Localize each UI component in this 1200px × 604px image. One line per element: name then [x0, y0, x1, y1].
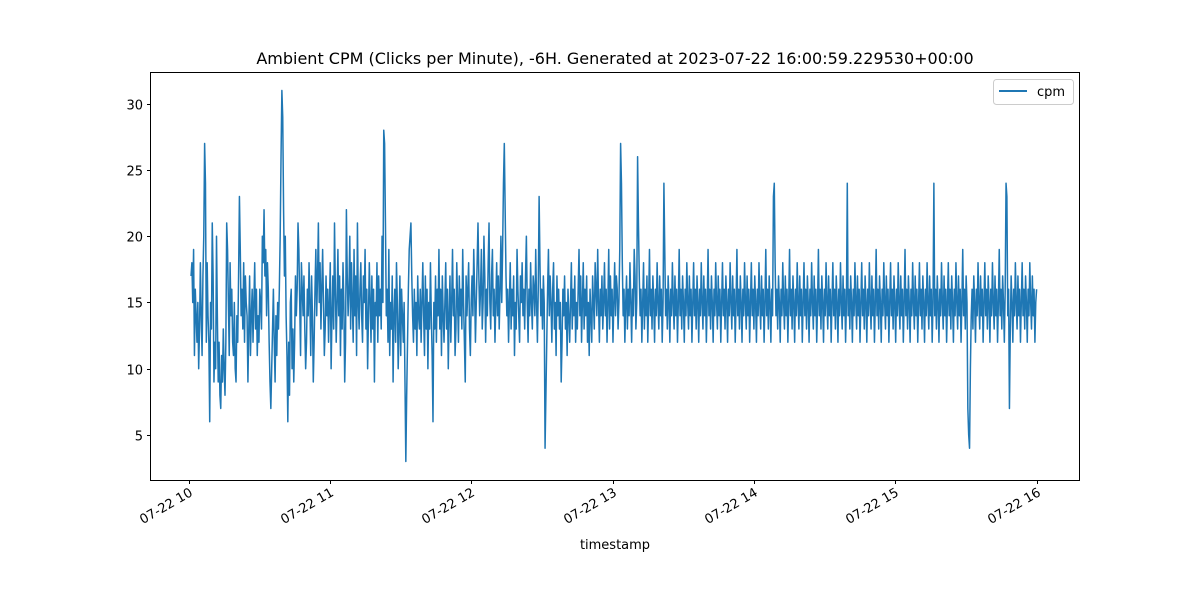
- axes-frame: [150, 72, 1080, 481]
- y-tick-label-10: 10: [126, 364, 143, 379]
- chart-title: Ambient CPM (Clicks per Minute), -6H. Ge…: [256, 49, 973, 68]
- x-axis-label: timestamp: [580, 538, 650, 553]
- legend: cpm: [993, 79, 1074, 105]
- y-tick-label-20: 20: [126, 231, 143, 246]
- y-tick-label-25: 25: [126, 165, 143, 180]
- legend-box: [993, 79, 1074, 105]
- y-tick-label-5: 5: [135, 430, 143, 445]
- series-line-cpm: [190, 89, 1038, 463]
- y-axis: 5 10 15 20 25 30: [126, 99, 151, 445]
- plot-area: [190, 89, 1038, 463]
- y-tick-label-30: 30: [126, 99, 143, 114]
- y-tick-label-15: 15: [126, 297, 143, 312]
- legend-label-cpm: cpm: [1037, 85, 1065, 100]
